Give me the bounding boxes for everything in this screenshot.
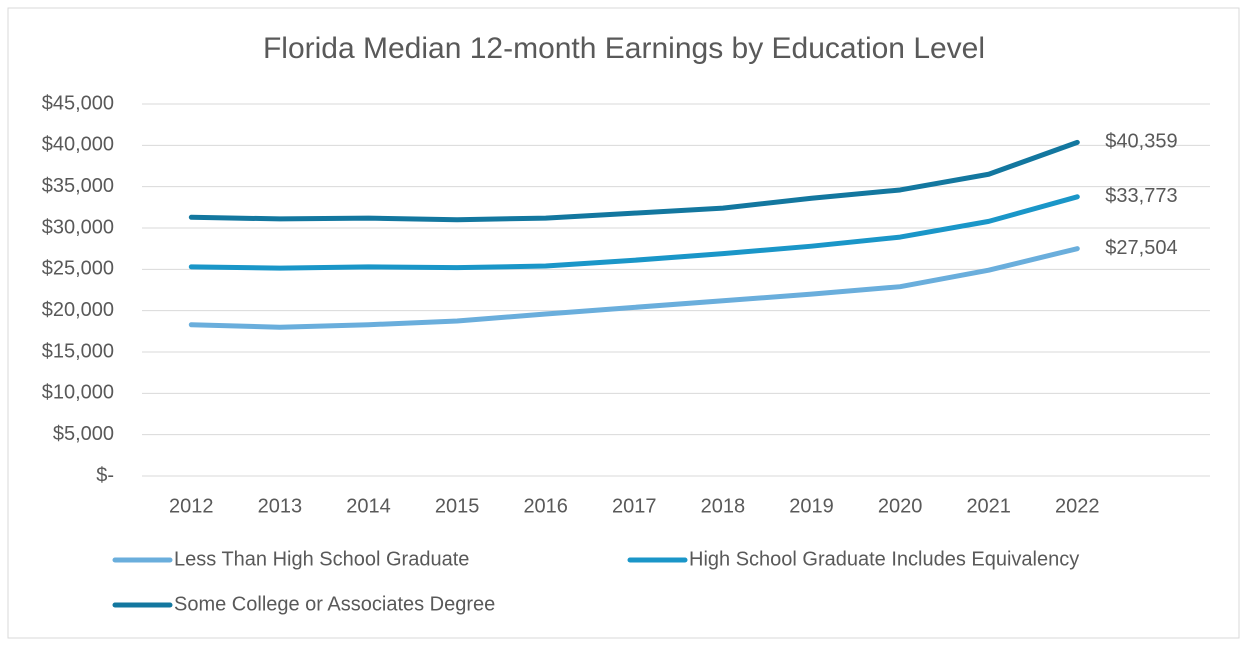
y-tick-label: $35,000	[42, 175, 114, 197]
x-tick-label: 2018	[701, 495, 746, 517]
x-tick-label: 2017	[612, 495, 657, 517]
data-label: $27,504	[1105, 237, 1177, 259]
data-label: $33,773	[1105, 185, 1177, 207]
chart-title: Florida Median 12-month Earnings by Educ…	[263, 32, 985, 65]
series-line	[188, 139, 1080, 223]
data-label: $40,359	[1105, 131, 1177, 153]
x-tick-label: 2013	[258, 495, 303, 517]
y-tick-label: $40,000	[42, 134, 114, 156]
series-line	[188, 246, 1080, 330]
x-tick-label: 2012	[169, 495, 214, 517]
series-line	[188, 194, 1080, 271]
x-tick-label: 2019	[789, 495, 834, 517]
legend-label: Some College or Associates Degree	[174, 593, 495, 615]
y-tick-label: $25,000	[42, 258, 114, 280]
y-tick-label: $45,000	[42, 92, 114, 114]
y-tick-label: $30,000	[42, 216, 114, 238]
x-tick-label: 2022	[1055, 495, 1100, 517]
y-tick-label: $10,000	[42, 382, 114, 404]
x-tick-label: 2014	[346, 495, 391, 517]
y-tick-label: $5,000	[53, 423, 114, 445]
x-tick-label: 2020	[878, 495, 923, 517]
legend-label: Less Than High School Graduate	[174, 548, 469, 570]
y-tick-label: $15,000	[42, 340, 114, 362]
y-tick-label: $-	[96, 464, 114, 486]
x-tick-label: 2021	[966, 495, 1011, 517]
legend-label: High School Graduate Includes Equivalenc…	[689, 548, 1079, 570]
x-tick-label: 2015	[435, 495, 480, 517]
x-tick-label: 2016	[523, 495, 568, 517]
y-tick-label: $20,000	[42, 299, 114, 321]
